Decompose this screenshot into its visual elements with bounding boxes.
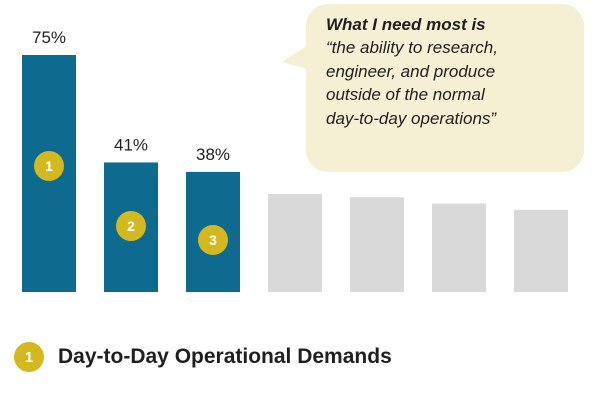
rank-badge-number-1: 1	[45, 158, 53, 174]
rank-badge-number-2: 2	[127, 218, 135, 234]
bar-value-label-1: 75%	[32, 28, 66, 47]
bar-5	[350, 197, 404, 292]
legend-label: Day-to-Day Operational Demands	[58, 345, 392, 368]
callout-quote-line-3: outside of the normal	[326, 85, 485, 104]
rank-badge-2	[116, 211, 146, 241]
rank-badge-3	[198, 225, 228, 255]
rank-badge-1	[34, 151, 64, 181]
callout-quote-line-2: engineer, and produce	[326, 61, 496, 81]
rank-badge-number-3: 3	[209, 232, 217, 248]
bar-7	[514, 209, 568, 292]
callout-quote-line-4: day-to-day operations”	[326, 108, 497, 128]
callout-quote-line-1: “the ability to research,	[326, 38, 498, 57]
callout-heading: What I need most is	[326, 15, 486, 34]
bar-4	[268, 194, 322, 292]
bar-value-label-3: 38%	[196, 145, 230, 164]
bar-6	[432, 203, 486, 292]
quote-callout: What I need most is “the ability to rese…	[306, 4, 584, 172]
legend-rank-badge: 1	[14, 342, 44, 372]
bar-value-label-2: 41%	[114, 135, 148, 154]
legend: 1 Day-to-Day Operational Demands	[14, 340, 392, 374]
